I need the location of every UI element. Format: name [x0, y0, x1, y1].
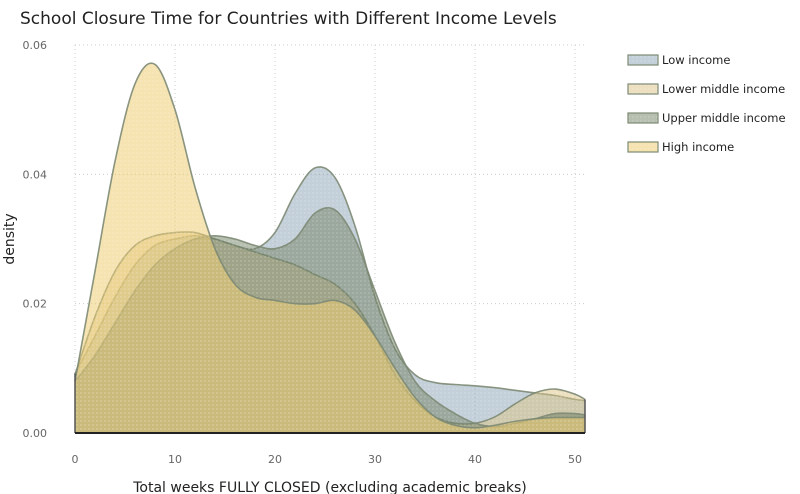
legend-label-low-income: Low income: [662, 53, 730, 67]
plot-area: [74, 62, 586, 434]
y-tick-label: 0.04: [23, 168, 48, 181]
legend: Low income Lower middle income Upper middl…: [627, 53, 786, 154]
density-area-high-income: [75, 63, 585, 434]
x-tick-label: 30: [368, 453, 382, 466]
x-tick-label: 10: [168, 453, 182, 466]
density-line-high-income: [74, 62, 585, 429]
legend-swatch-upper-middle-income: [627, 112, 659, 124]
x-axis-title: Total weeks FULLY CLOSED (excluding acad…: [132, 480, 527, 494]
legend-swatch-lower-middle-income: [627, 83, 659, 95]
x-tick-label: 40: [468, 453, 482, 466]
legend-label-upper-middle-income: Upper middle income: [662, 111, 786, 125]
x-tick-label: 50: [568, 453, 582, 466]
legend-swatch-high-income: [627, 141, 659, 153]
y-tick-label: 0.06: [23, 39, 48, 52]
y-axis-title: density: [2, 213, 18, 264]
y-tick-label: 0.02: [23, 298, 48, 311]
chart-title: School Closure Time for Countries with D…: [20, 9, 557, 29]
legend-swatch-low-income: [627, 54, 659, 66]
y-tick-label: 0.00: [23, 427, 48, 440]
legend-label-lower-middle-income: Lower middle income: [662, 82, 785, 96]
x-tick-label: 20: [268, 453, 282, 466]
y-tick-labels: 0.00 0.02 0.04 0.06: [23, 39, 48, 440]
x-tick-label: 0: [72, 453, 79, 466]
x-tick-labels: 0 10 20 30 40 50: [72, 453, 583, 466]
legend-label-high-income: High income: [662, 140, 734, 154]
